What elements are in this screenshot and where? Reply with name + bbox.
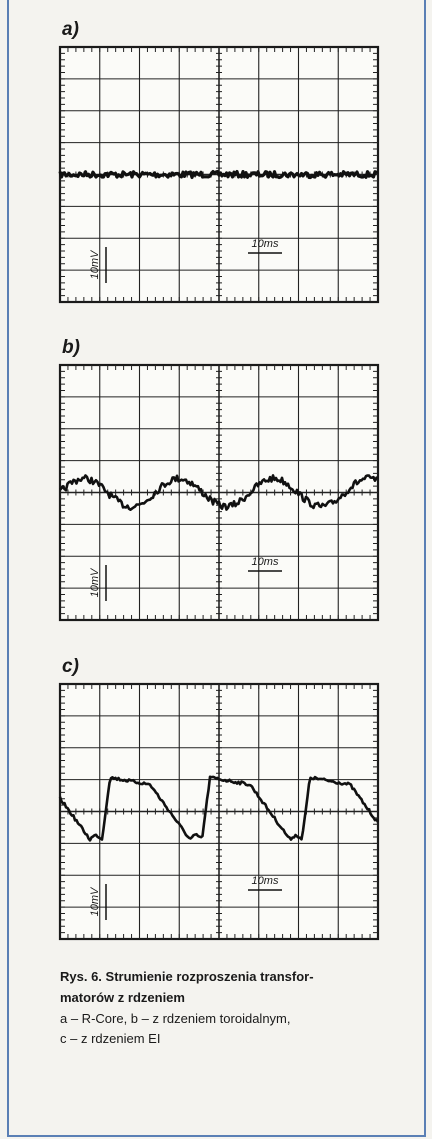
scope-panel: b) 10mV 10ms (60, 337, 378, 620)
scope-panel: a) 10mV 10ms (60, 19, 378, 302)
caption-line: c – z rdzeniem EI (60, 1031, 160, 1046)
time-label: 10ms (252, 875, 279, 887)
caption-title: matorów z rdzeniem (60, 990, 185, 1005)
volt-label: 10mV (89, 249, 101, 279)
panel-label: b) (62, 337, 80, 358)
page: Rys. 6. Strumienie rozproszenia transfor… (0, 0, 432, 1139)
volt-label: 10mV (89, 567, 101, 597)
panel-label: c) (62, 656, 79, 677)
volt-label: 10mV (89, 886, 101, 916)
panel-label: a) (62, 19, 79, 40)
scope-panel: c) 10mV 10ms (60, 656, 378, 939)
time-label: 10ms (252, 238, 279, 250)
caption-title: Rys. 6. Strumienie rozproszenia transfor… (60, 969, 314, 984)
time-label: 10ms (252, 556, 279, 568)
caption-line: a – R-Core, b – z rdzeniem toroidalnym, (60, 1011, 290, 1026)
